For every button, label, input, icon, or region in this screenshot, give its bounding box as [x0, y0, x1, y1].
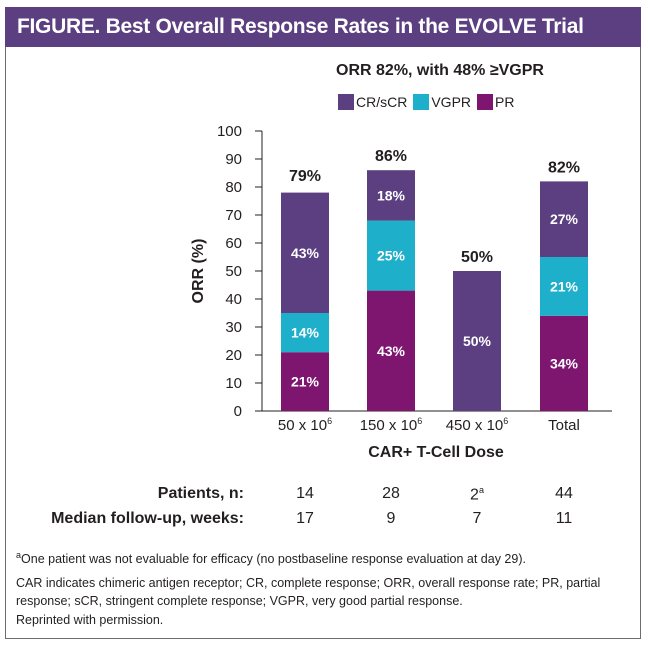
chart-legend: CR/sCR VGPR PR [338, 94, 520, 110]
y-tick-label: 100 [217, 123, 242, 140]
legend-label-cr: CR/sCR [356, 94, 408, 110]
bar-value-label: 34% [550, 355, 579, 371]
bar-value-label: 21% [550, 278, 579, 294]
bar-value-label: 27% [550, 211, 579, 227]
legend-swatch-vgpr [413, 94, 430, 110]
bar-pr [367, 290, 415, 411]
table-cell: 17 [296, 510, 314, 527]
table-cell: 9 [386, 510, 396, 527]
bar-vgpr [540, 257, 588, 316]
footnote-marker: a [16, 550, 22, 560]
figure-title: FIGURE. Best Overall Response Rates in t… [5, 7, 641, 47]
footnote-permission: Reprinted with permission. [16, 613, 164, 627]
y-tick-label: 70 [225, 207, 242, 224]
bar-total-label: 82% [548, 159, 580, 176]
table-cell: 7 [472, 510, 482, 527]
chart-title: ORR 82%, with 48% ≥VGPR [336, 62, 544, 79]
bar-total-label: 50% [461, 249, 493, 266]
table-cell: 11 [555, 510, 573, 527]
legend-swatch-pr [477, 94, 494, 110]
bar-pr [540, 315, 588, 411]
bar-value-label: 25% [377, 248, 406, 264]
bar-value-label: 43% [377, 343, 406, 359]
y-tick-label: 20 [225, 347, 242, 364]
table-cell: 28 [382, 485, 400, 502]
bar-cr-scr [367, 170, 415, 221]
table-cell: 2a [470, 485, 484, 504]
bar-cr-scr [453, 271, 501, 411]
bar-value-label: 21% [291, 374, 320, 390]
x-tick-label: Total [548, 417, 580, 434]
y-axis-title: ORR (%) [190, 239, 207, 304]
footnote-abbreviations: CAR indicates chimeric antigen receptor;… [16, 576, 601, 608]
bar-cr-scr [540, 181, 588, 257]
footnote-a-text: One patient was not evaluable for effica… [21, 552, 526, 567]
bar-value-label: 14% [291, 325, 320, 341]
y-tick-label: 50 [225, 263, 242, 280]
legend-item-cr: CR/sCR [338, 94, 407, 110]
bar-total-label: 86% [375, 148, 407, 165]
legend-label-vgpr: VGPR [431, 94, 472, 110]
table-cell: 44 [555, 485, 573, 502]
bar-value-label: 43% [291, 245, 320, 261]
table-cell: 14 [296, 485, 314, 502]
bar-value-label: 50% [463, 333, 492, 349]
y-tick-label: 80 [225, 179, 242, 196]
bar-pr [281, 352, 329, 411]
bar-vgpr [367, 220, 415, 291]
legend-item-vgpr: VGPR [413, 94, 471, 110]
legend-swatch-cr [338, 94, 354, 110]
table-row-label: Median follow-up, weeks: [51, 510, 244, 527]
y-tick-label: 10 [225, 375, 242, 392]
bar-total-label: 79% [289, 168, 321, 185]
bar-value-label: 18% [377, 187, 406, 203]
legend-label-pr: PR [495, 94, 515, 110]
legend-item-pr: PR [477, 94, 514, 110]
bar-cr-scr [281, 192, 329, 313]
y-tick-label: 90 [225, 151, 242, 168]
y-tick-label: 30 [225, 319, 242, 336]
x-axis-title: CAR+ T-Cell Dose [368, 444, 504, 461]
y-tick-label: 40 [225, 291, 242, 308]
x-tick-label: 450 x 106 [446, 416, 509, 434]
table-row-label: Patients, n: [157, 485, 244, 502]
bar-vgpr [281, 313, 329, 353]
y-tick-label: 60 [225, 235, 242, 252]
footnote-a: aOne patient was not evaluable for effic… [16, 546, 631, 568]
x-tick-label: 150 x 106 [360, 416, 423, 434]
y-tick-label: 0 [234, 403, 242, 420]
x-tick-label: 50 x 106 [278, 416, 332, 434]
